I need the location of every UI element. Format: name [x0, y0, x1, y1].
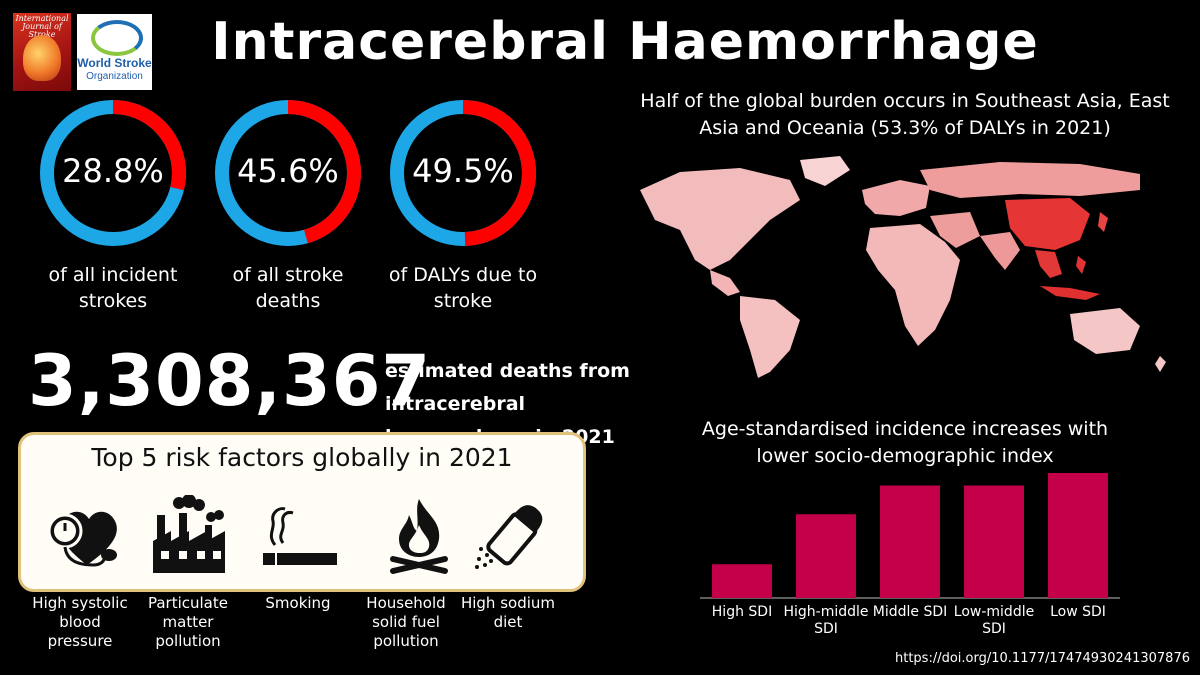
stat-caption-dalys-line2: stroke	[433, 290, 493, 312]
stat-caption-deaths-line1: of all stroke	[232, 264, 344, 286]
donut-ring-dalys	[390, 100, 536, 246]
world-map	[640, 156, 1166, 378]
map-region-japan	[1098, 212, 1108, 232]
chart-title-line2: lower socio-demographic index	[756, 445, 1054, 467]
donut-ring-incident	[40, 100, 186, 246]
stat-caption-incident-line2: strokes	[78, 290, 148, 312]
x-tick-label: Low-middle	[954, 604, 1034, 620]
map-region-indonesia	[1040, 286, 1100, 300]
risk-label-line: solid fuel	[372, 613, 440, 631]
page-title: Intracerebral Haemorrhage	[211, 12, 1039, 72]
bar-middle-sdi	[880, 485, 940, 598]
deaths-description-line1: estimated deaths from intracerebral	[385, 360, 630, 415]
x-tick-label: Low SDI	[1050, 604, 1106, 620]
chart-title: Age-standardised incidence increases wit…	[660, 416, 1150, 470]
risk-label-sodium: High sodium diet	[453, 594, 563, 632]
risk-label-household: Household solid fuel pollution	[351, 594, 461, 651]
risk-label-smoking: Smoking	[243, 594, 353, 613]
map-region-middle-east	[930, 212, 980, 248]
donut-value-arc	[390, 100, 536, 246]
x-tick-label: High-middle	[783, 604, 868, 620]
bar-high-sdi	[712, 564, 772, 598]
world-stroke-organization-logo: World Stroke Organization	[77, 14, 152, 90]
doi-link[interactable]: https://doi.org/10.1177/1747493024130787…	[895, 651, 1190, 666]
x-tick-label: High SDI	[712, 604, 772, 620]
map-region-europe	[862, 180, 930, 216]
risk-label-line: pollution	[155, 632, 221, 650]
bar-low-sdi	[1048, 473, 1108, 598]
salt-shaker-icon	[475, 505, 543, 569]
stat-caption-deaths-line2: deaths	[255, 290, 321, 312]
risk-label-line: diet	[493, 613, 523, 631]
stat-value-dalys: 49.5%	[412, 152, 514, 190]
bar-high-middle-sdi	[796, 514, 856, 598]
risk-label-blood-pressure: High systolic blood pressure	[25, 594, 135, 651]
map-region-africa	[866, 224, 960, 346]
chart-title-line1: Age-standardised incidence increases wit…	[701, 418, 1109, 440]
stat-value-deaths: 45.6%	[237, 152, 339, 190]
map-region-north-america	[640, 168, 800, 270]
risk-label-particulate: Particulate matter pollution	[133, 594, 243, 651]
stat-donut-incident: 28.8%	[38, 98, 188, 248]
risk-label-line: pollution	[373, 632, 439, 650]
stat-caption-deaths: of all stroke deaths	[188, 262, 388, 314]
stat-donut-dalys: 49.5%	[388, 98, 538, 248]
fire-icon	[390, 499, 448, 574]
blood-pressure-icon	[47, 511, 117, 567]
risk-label-line: High sodium	[460, 594, 556, 612]
brain-head-graphic	[23, 35, 61, 81]
map-region-south-asia	[980, 232, 1020, 270]
stat-caption-incident-line1: of all incident	[48, 264, 178, 286]
wso-logo-swirl	[91, 20, 143, 56]
donut-value-arc	[40, 100, 186, 246]
risk-label-line: Smoking	[265, 594, 331, 612]
stat-value-incident: 28.8%	[62, 152, 164, 190]
risk-label-line: Household	[366, 594, 446, 612]
x-tick-label: SDI	[982, 621, 1006, 637]
risk-label-line: Particulate	[147, 594, 228, 612]
journal-logo: International Journal of Stroke	[13, 13, 71, 91]
stat-caption-dalys-line1: of DALYs due to	[388, 264, 538, 286]
stat-caption-dalys: of DALYs due to stroke	[363, 262, 563, 314]
map-title: Half of the global burden occurs in Sout…	[620, 88, 1190, 142]
risk-label-line: blood	[59, 613, 101, 631]
journal-logo-text: International Journal of Stroke	[15, 14, 69, 39]
donut-ring-deaths	[215, 100, 361, 246]
stat-donut-deaths: 45.6%	[213, 98, 363, 248]
risk-label-line: matter	[162, 613, 214, 631]
wso-logo-line2: Organization	[86, 71, 143, 82]
risk-factors-panel: Top 5 risk factors globally in 2021	[18, 432, 586, 592]
map-region-new-zealand	[1155, 356, 1166, 372]
risk-label-line: High systolic	[32, 594, 128, 612]
factory-pollution-icon	[153, 495, 225, 573]
donut-value-arc	[215, 100, 361, 246]
map-region-philippines	[1076, 256, 1086, 274]
wso-logo-line1: World Stroke	[77, 56, 152, 70]
deaths-number: 3,308,367	[28, 340, 432, 422]
x-tick-label: SDI	[814, 621, 838, 637]
x-tick-label: Middle SDI	[873, 604, 948, 620]
map-region-central-america	[710, 270, 740, 296]
map-region-russia	[920, 162, 1140, 198]
risk-label-line: pressure	[47, 632, 113, 650]
map-region-east-asia	[1005, 198, 1090, 250]
map-region-greenland	[800, 156, 850, 186]
map-region-southeast-asia	[1035, 250, 1062, 278]
bar-low-middle-sdi	[964, 485, 1024, 598]
risk-factors-title: Top 5 risk factors globally in 2021	[91, 443, 513, 472]
stat-caption-incident: of all incident strokes	[13, 262, 213, 314]
cigarette-icon	[263, 507, 337, 565]
map-title-line1: Half of the global burden occurs in Sout…	[640, 90, 1170, 112]
map-region-australia	[1070, 308, 1140, 354]
map-title-line2: Asia and Oceania (53.3% of DALYs in 2021…	[699, 117, 1111, 139]
map-region-south-america	[740, 296, 800, 378]
